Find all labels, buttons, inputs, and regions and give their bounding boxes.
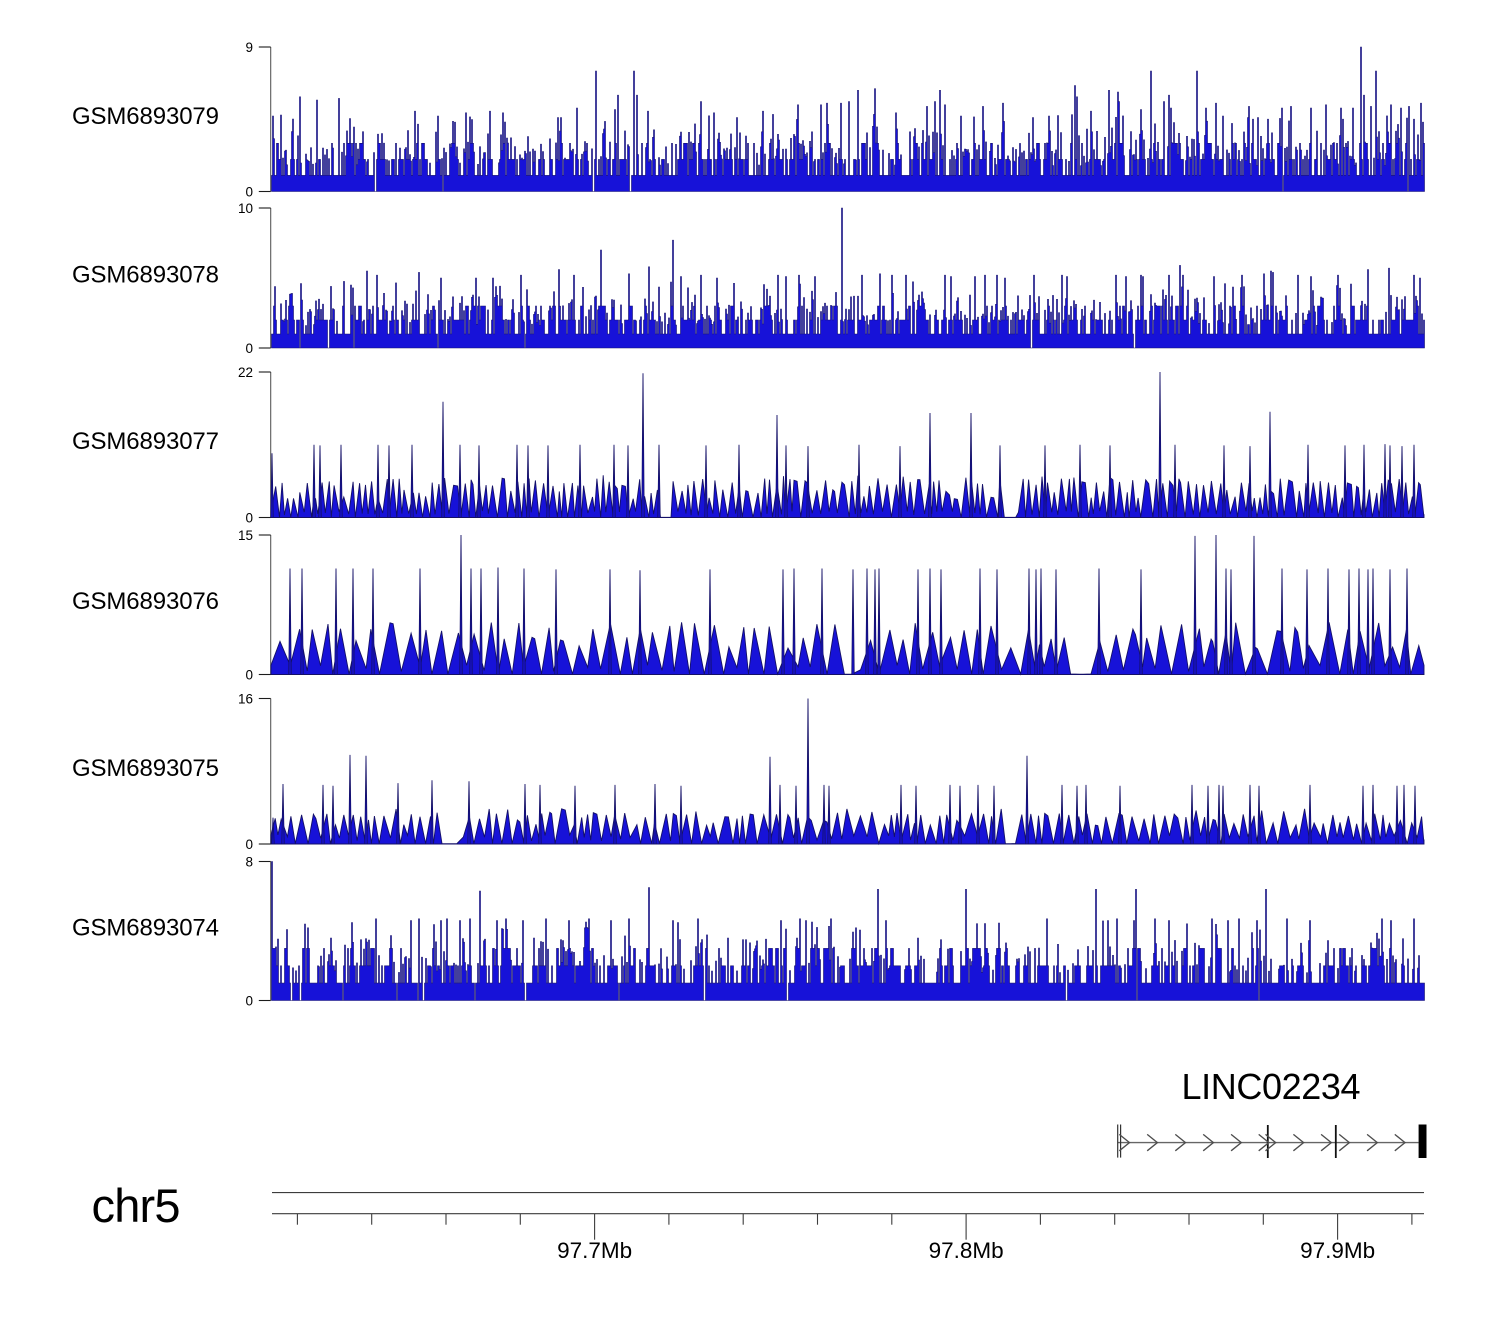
svg-text:16: 16: [238, 691, 253, 706]
svg-text:15: 15: [238, 528, 253, 543]
svg-text:GSM6893076: GSM6893076: [72, 588, 219, 615]
svg-text:0: 0: [245, 993, 253, 1008]
svg-text:GSM6893075: GSM6893075: [72, 755, 219, 782]
svg-text:8: 8: [245, 854, 253, 869]
svg-text:GSM6893074: GSM6893074: [72, 915, 219, 942]
svg-text:0: 0: [245, 184, 253, 199]
svg-text:LINC02234: LINC02234: [1182, 1066, 1361, 1107]
svg-text:GSM6893079: GSM6893079: [72, 103, 219, 130]
svg-text:0: 0: [245, 667, 253, 682]
svg-text:GSM6893078: GSM6893078: [72, 262, 219, 289]
svg-text:22: 22: [238, 365, 253, 380]
svg-text:97.9Mb: 97.9Mb: [1300, 1238, 1375, 1263]
svg-text:0: 0: [245, 510, 253, 525]
svg-text:97.7Mb: 97.7Mb: [557, 1238, 632, 1263]
svg-text:0: 0: [245, 341, 253, 356]
svg-text:97.8Mb: 97.8Mb: [929, 1238, 1004, 1263]
svg-text:chr5: chr5: [92, 1179, 181, 1232]
svg-text:10: 10: [238, 201, 253, 216]
svg-text:GSM6893077: GSM6893077: [72, 428, 219, 455]
svg-text:9: 9: [245, 40, 253, 55]
svg-text:0: 0: [245, 837, 253, 852]
